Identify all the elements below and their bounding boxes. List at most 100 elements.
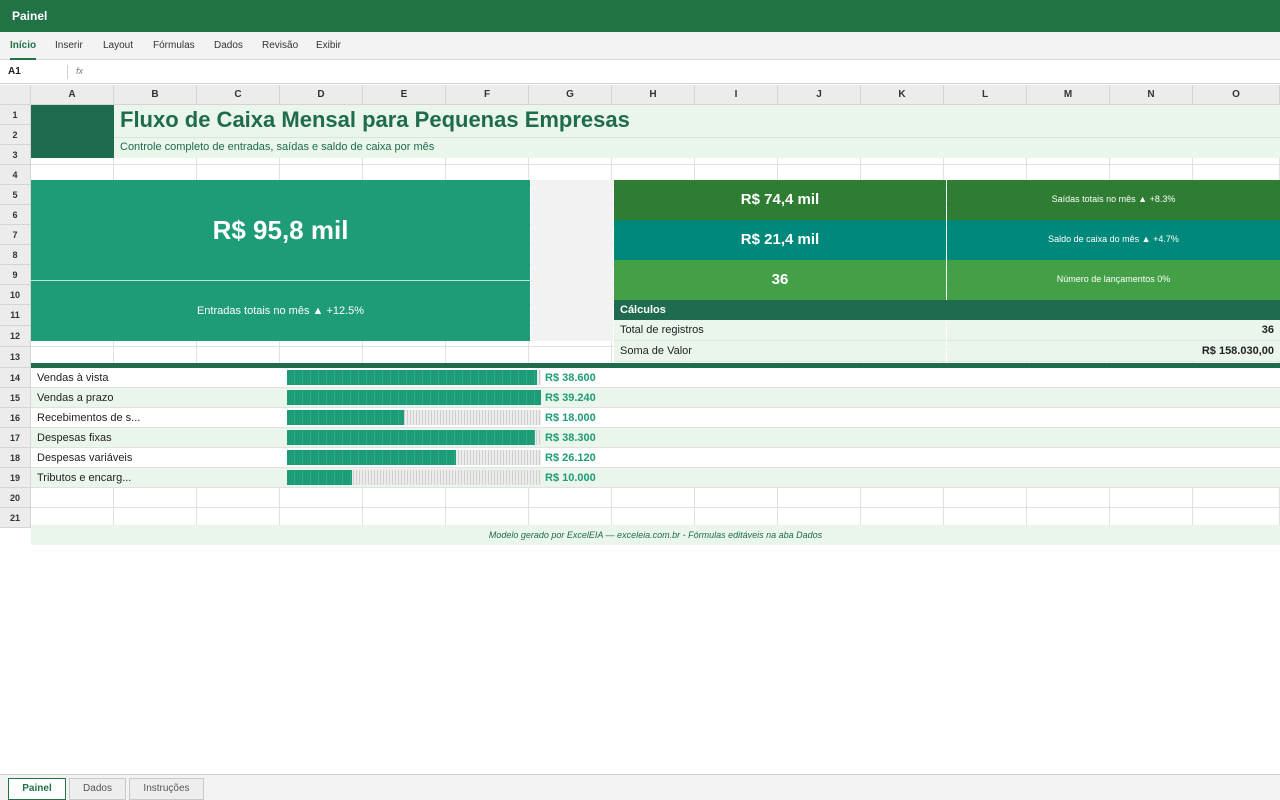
cell[interactable] xyxy=(944,488,1027,508)
ribbon: Início Inserir Layout Fórmulas Dados Rev… xyxy=(0,32,1280,60)
row-header[interactable]: 6 xyxy=(0,205,31,225)
cell[interactable] xyxy=(363,488,446,508)
formula-bar: A1 fx xyxy=(0,60,1280,84)
title-divider xyxy=(114,137,1280,138)
cell[interactable] xyxy=(695,488,778,508)
category-value: R$ 26.120 xyxy=(545,452,596,464)
select-all-corner[interactable] xyxy=(0,85,31,105)
calc-label-registros: Total de registros xyxy=(614,320,946,341)
row-header[interactable]: 21 xyxy=(0,508,31,528)
column-header[interactable]: L xyxy=(944,85,1027,105)
row-header[interactable]: 17 xyxy=(0,428,31,448)
column-header[interactable]: B xyxy=(114,85,197,105)
category-label: Tributos e encarg... xyxy=(37,472,132,484)
page-title: Fluxo de Caixa Mensal para Pequenas Empr… xyxy=(120,107,630,132)
cell[interactable] xyxy=(778,488,861,508)
sheet-tab-painel[interactable]: Painel xyxy=(8,778,66,800)
category-bar-track xyxy=(287,390,541,405)
calc-value-registros[interactable]: 36 xyxy=(947,320,1280,341)
row-header[interactable]: 11 xyxy=(0,305,31,326)
row-header[interactable]: 4 xyxy=(0,165,31,185)
sheet-tab-dados[interactable]: Dados xyxy=(69,778,126,800)
column-header[interactable]: G xyxy=(529,85,612,105)
cell[interactable] xyxy=(197,488,280,508)
spacer-column xyxy=(531,180,613,341)
column-header[interactable]: O xyxy=(1193,85,1280,105)
category-label: Recebimentos de s... xyxy=(37,412,141,424)
category-value: R$ 39.240 xyxy=(545,392,596,404)
category-label: Vendas à vista xyxy=(37,372,109,384)
cell[interactable] xyxy=(114,488,197,508)
row-header[interactable]: 19 xyxy=(0,468,31,488)
spreadsheet-grid[interactable]: A B C D E F G H I J K L M N O 1 2 3 4 5 6 7 8 9 10 11 12 13 14 15 16 17… xyxy=(0,85,1280,546)
footer-note: Modelo gerado por ExcelEIA — exceleia.co… xyxy=(31,525,1280,545)
calc-header: Cálculos xyxy=(614,300,1280,320)
tab-layout[interactable]: Layout xyxy=(103,40,134,51)
row-header[interactable]: 16 xyxy=(0,408,31,428)
column-header[interactable]: F xyxy=(446,85,529,105)
tab-formulas[interactable]: Fórmulas xyxy=(153,40,195,51)
row-header[interactable]: 8 xyxy=(0,245,31,265)
column-header[interactable]: D xyxy=(280,85,363,105)
calc-label-soma: Soma de Valor xyxy=(614,341,946,362)
column-header[interactable]: N xyxy=(1110,85,1193,105)
name-box[interactable]: A1 xyxy=(8,66,21,77)
row-header[interactable]: 10 xyxy=(0,285,31,305)
category-label: Despesas fixas xyxy=(37,432,112,444)
row-header[interactable]: 5 xyxy=(0,185,31,205)
cell[interactable] xyxy=(1027,488,1110,508)
column-header[interactable]: M xyxy=(1027,85,1110,105)
cell[interactable] xyxy=(1110,488,1193,508)
column-header[interactable]: J xyxy=(778,85,861,105)
cell[interactable] xyxy=(1193,488,1280,508)
row-header[interactable]: 20 xyxy=(0,488,31,508)
tab-exibir[interactable]: Exibir xyxy=(316,40,342,51)
column-header[interactable]: K xyxy=(861,85,944,105)
title-band xyxy=(114,105,1280,158)
cell[interactable] xyxy=(31,488,114,508)
category-value: R$ 10.000 xyxy=(545,472,596,484)
calc-value-soma[interactable]: R$ 158.030,00 xyxy=(947,341,1280,362)
cell[interactable] xyxy=(612,488,695,508)
column-header[interactable]: C xyxy=(197,85,280,105)
formula-bar-divider xyxy=(67,65,68,79)
category-label: Vendas a prazo xyxy=(37,392,114,404)
row-header[interactable]: 3 xyxy=(0,145,31,165)
tab-revisao[interactable]: Revisão xyxy=(262,40,299,51)
row-header[interactable]: 13 xyxy=(0,347,31,368)
row-header[interactable]: 2 xyxy=(0,125,31,145)
kpi-saidas-caption: Saídas totais no mês ▲ +8.3% xyxy=(947,180,1280,220)
category-value: R$ 38.600 xyxy=(545,372,596,384)
row-header[interactable]: 14 xyxy=(0,368,31,388)
cell[interactable] xyxy=(861,488,944,508)
kpi-saidas-value: R$ 74,4 mil xyxy=(614,180,946,220)
sheet-tab-instrucoes[interactable]: Instruções xyxy=(129,778,204,800)
row-header[interactable]: 7 xyxy=(0,225,31,245)
cell[interactable] xyxy=(529,488,612,508)
tab-dados[interactable]: Dados xyxy=(214,40,243,51)
row-header[interactable]: 9 xyxy=(0,265,31,285)
kpi-lancamentos-value: 36 xyxy=(614,260,946,300)
column-header[interactable]: E xyxy=(363,85,446,105)
formula-input[interactable] xyxy=(96,60,1266,83)
tab-inserir[interactable]: Inserir xyxy=(55,40,83,51)
row-header[interactable]: 18 xyxy=(0,448,31,468)
column-header[interactable]: A xyxy=(31,85,114,105)
column-header[interactable]: I xyxy=(695,85,778,105)
category-label: Despesas variáveis xyxy=(37,452,133,464)
category-bar xyxy=(287,410,404,425)
cell[interactable] xyxy=(446,488,529,508)
tab-inicio[interactable]: Início xyxy=(10,32,37,60)
kpi-saldo-value: R$ 21,4 mil xyxy=(614,220,946,260)
category-bar-track xyxy=(287,410,541,425)
fx-icon: fx xyxy=(76,66,84,76)
row-header[interactable]: 12 xyxy=(0,326,31,347)
category-value: R$ 18.000 xyxy=(545,412,596,424)
row-header[interactable]: 15 xyxy=(0,388,31,408)
row-header[interactable]: 1 xyxy=(0,105,31,125)
logo-block xyxy=(31,105,114,158)
column-header[interactable]: H xyxy=(612,85,695,105)
cell[interactable] xyxy=(280,488,363,508)
category-bar xyxy=(287,390,541,405)
category-bar-track xyxy=(287,370,541,385)
